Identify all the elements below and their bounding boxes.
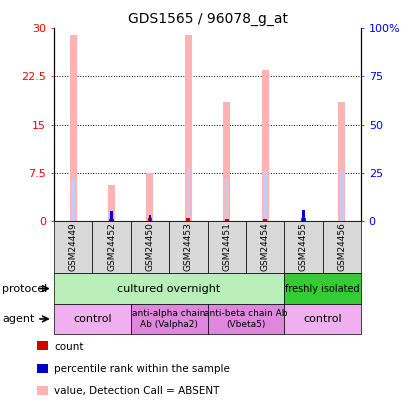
Bar	[149, 215, 151, 221]
Bar	[246, 221, 284, 273]
Bar	[264, 171, 267, 221]
Text: GSM24451: GSM24451	[222, 223, 231, 271]
Bar	[263, 219, 267, 221]
Bar	[146, 173, 154, 221]
Text: GSM24454: GSM24454	[261, 223, 270, 271]
Bar	[71, 178, 75, 221]
Bar	[54, 221, 92, 273]
Bar	[301, 217, 305, 221]
Bar	[284, 304, 361, 334]
Bar	[303, 210, 305, 221]
Text: GSM24452: GSM24452	[107, 223, 116, 271]
Bar	[340, 171, 344, 221]
Text: value, Detection Call = ABSENT: value, Detection Call = ABSENT	[54, 386, 219, 396]
Text: percentile rank within the sample: percentile rank within the sample	[54, 364, 230, 374]
Bar	[261, 70, 269, 221]
Text: freshly isolated: freshly isolated	[286, 284, 360, 294]
Text: agent: agent	[2, 314, 34, 324]
Bar	[225, 178, 228, 221]
Bar	[110, 219, 114, 221]
Bar	[70, 35, 77, 221]
Bar	[225, 219, 229, 221]
Text: GSM24453: GSM24453	[184, 223, 193, 271]
Bar	[110, 211, 112, 221]
Bar	[284, 273, 361, 304]
Text: control: control	[73, 314, 112, 324]
Bar	[186, 218, 190, 221]
Bar	[323, 221, 361, 273]
Bar	[93, 221, 131, 273]
Text: protocol: protocol	[2, 284, 47, 294]
Text: GSM24455: GSM24455	[299, 223, 308, 271]
Bar	[223, 102, 230, 221]
Bar	[169, 221, 208, 273]
Bar	[208, 304, 284, 334]
Text: GSM24450: GSM24450	[145, 223, 154, 271]
Bar	[131, 304, 208, 334]
Bar	[148, 217, 152, 221]
Bar	[284, 221, 323, 273]
Bar	[185, 35, 192, 221]
Text: count: count	[54, 342, 83, 352]
Text: GDS1565 / 96078_g_at: GDS1565 / 96078_g_at	[127, 12, 288, 26]
Bar	[338, 102, 345, 221]
Text: anti-alpha chain
Ab (Valpha2): anti-alpha chain Ab (Valpha2)	[132, 309, 206, 328]
Text: GSM24449: GSM24449	[68, 223, 78, 271]
Bar	[54, 304, 131, 334]
Bar	[208, 221, 246, 273]
Bar	[187, 167, 190, 221]
Text: anti-beta chain Ab
(Vbeta5): anti-beta chain Ab (Vbeta5)	[204, 309, 288, 328]
Bar	[131, 221, 169, 273]
Bar	[108, 185, 115, 221]
Text: control: control	[303, 314, 342, 324]
Bar	[54, 273, 284, 304]
Text: cultured overnight: cultured overnight	[117, 284, 221, 294]
Text: GSM24456: GSM24456	[337, 223, 347, 271]
